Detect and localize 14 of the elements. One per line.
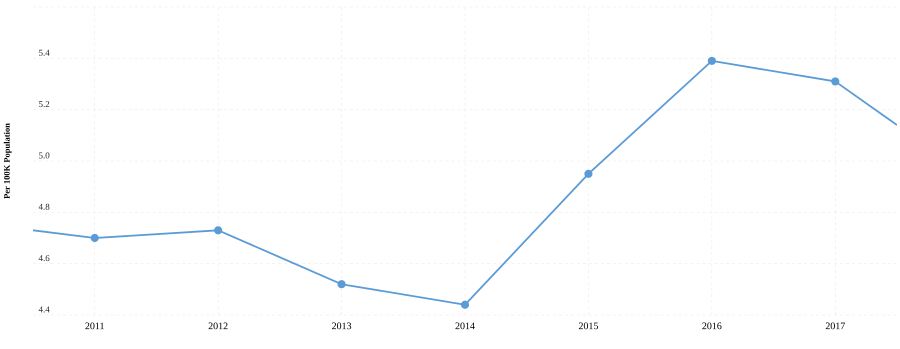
x-tick-label: 2016 [702, 322, 722, 330]
y-tick-label: 4.4 [38, 306, 50, 312]
x-tick-label: 2017 [826, 322, 845, 330]
y-axis-title: Per 100K Population [4, 123, 12, 199]
y-tick-label: 4.8 [38, 204, 50, 210]
y-tick-label: 5.2 [39, 101, 50, 108]
x-tick-label: 2011 [85, 322, 104, 330]
y-tick-label: 5.4 [39, 50, 50, 56]
y-tick-label: 5.0 [39, 152, 50, 158]
x-tick-label: 2014 [455, 322, 475, 330]
y-tick-label: 4.6 [38, 255, 50, 262]
x-tick-label: 2013 [332, 322, 352, 330]
x-tick-label: 2012 [208, 322, 228, 330]
x-tick-label: 2015 [578, 322, 598, 330]
